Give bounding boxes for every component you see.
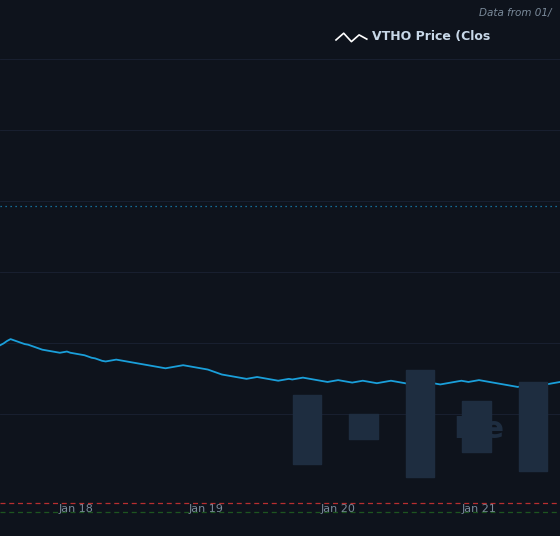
Text: Me: Me (454, 415, 505, 444)
Text: Jan 18: Jan 18 (59, 504, 94, 514)
Text: Data from 01/: Data from 01/ (479, 9, 552, 18)
Text: Jan 19: Jan 19 (188, 504, 223, 514)
Text: Jan 20: Jan 20 (321, 504, 356, 514)
Text: Jan 21: Jan 21 (461, 504, 496, 514)
Text: VTHO Price (Clos: VTHO Price (Clos (372, 30, 491, 43)
